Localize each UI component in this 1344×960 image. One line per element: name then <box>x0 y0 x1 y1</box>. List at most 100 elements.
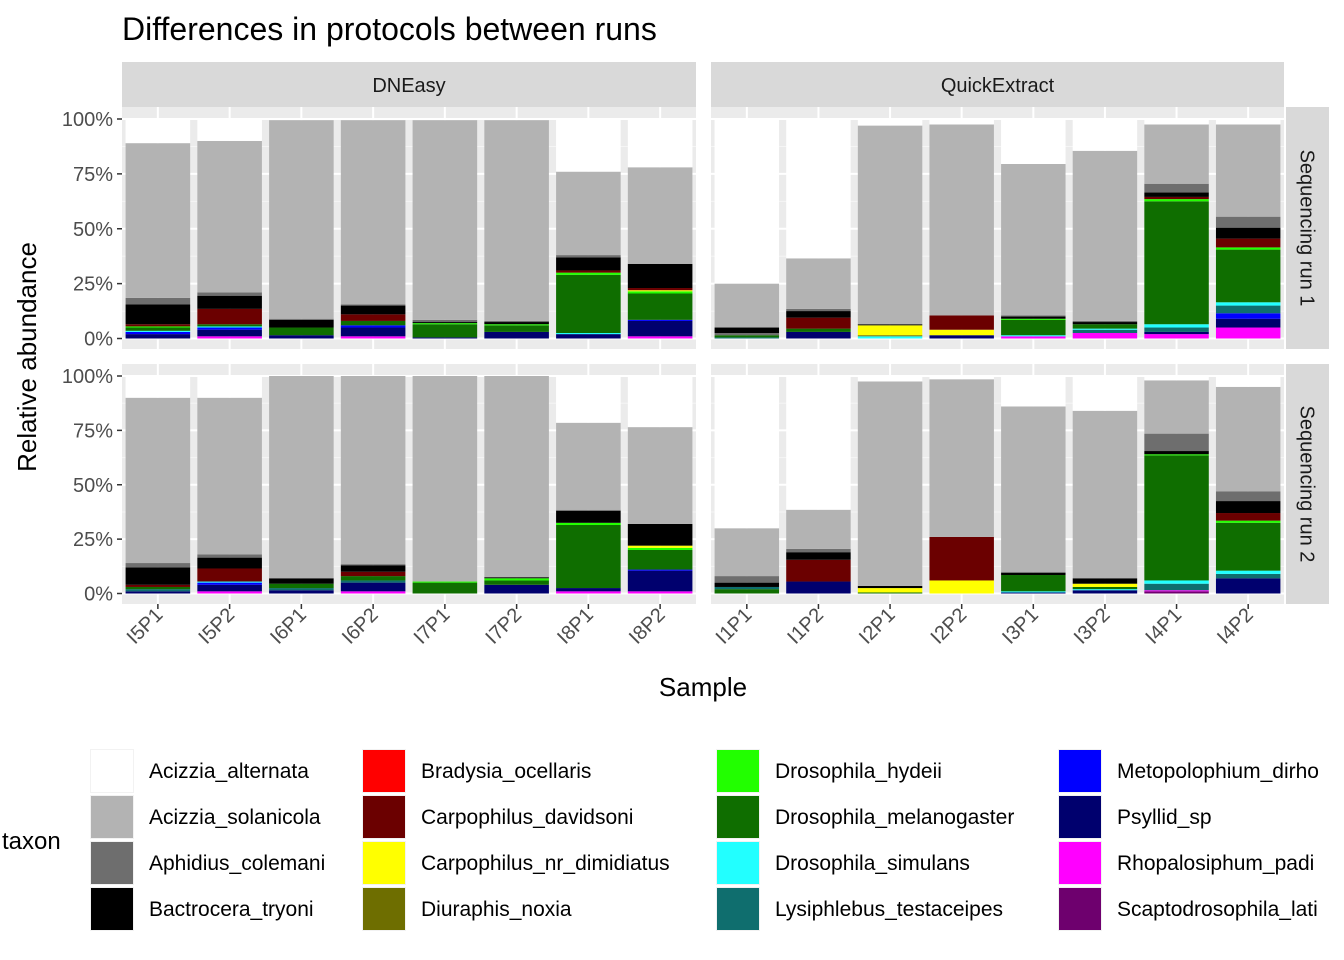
bar-segment-drosophila-simulans <box>197 326 262 328</box>
panel-dneasy-sequencing-run-1: 0% 25% 50% 75% 100% <box>62 107 696 351</box>
bar-segment-drosophila-melanogaster <box>714 589 780 594</box>
bar-segment-drosophila-simulans <box>1215 302 1281 306</box>
bar-segment-carpophilus-nr-dimidiatus <box>929 329 994 336</box>
legend-label: Drosophila_simulans <box>775 852 970 875</box>
y-tick-label: 100% <box>62 366 113 388</box>
bar-segment-drosophila-hydeii <box>556 272 621 275</box>
bar-segment-bactrocera-tryoni <box>1144 451 1209 455</box>
bar-segment-aphidius-colemani <box>1144 433 1209 452</box>
bar-segment-drosophila-melanogaster <box>857 592 923 594</box>
facet-strip-quickextract <box>711 62 1284 107</box>
legend-item-bactrocera-tryoni: Bactrocera_tryoni <box>90 887 314 931</box>
bar-segment-rhopalosiphum-padi <box>1072 333 1138 339</box>
facet-panels: DNEasy QuickExtract Sequencing run 1 Sequen… <box>62 62 1329 649</box>
x-tick-label: I4P1 <box>1141 604 1186 649</box>
bar-segment-acizzia-solanicola <box>1001 406 1066 572</box>
bar-segment-acizzia-alternata <box>125 119 191 144</box>
legend-item-rhopalosiphum-padi: Rhopalosiphum_padi <box>1058 841 1314 885</box>
legend-item-carpophilus-nr-dimidiatus: Carpophilus_nr_dimidiatus <box>362 841 670 885</box>
bar-segment-acizzia-alternata <box>1072 119 1138 151</box>
facet-strip-label: DNEasy <box>372 75 445 97</box>
bar-segment-acizzia-solanicola <box>340 120 406 305</box>
bar-segment-acizzia-alternata <box>340 119 406 121</box>
bar-segment-acizzia-alternata <box>484 119 549 121</box>
bar-i1p1 <box>714 376 780 594</box>
legend-swatch <box>363 842 405 884</box>
bar-segment-lysiphlebus-testaceipes <box>1144 327 1209 332</box>
bar-segment-rhopalosiphum-padi <box>197 591 262 594</box>
bar-segment-acizzia-solanicola <box>197 397 262 555</box>
legend-label: Metopolophium_dirho <box>1117 760 1319 783</box>
bar-segment-drosophila-melanogaster <box>340 576 406 581</box>
legend-label: Diuraphis_noxia <box>421 898 572 921</box>
bar-i3p2 <box>1072 119 1138 339</box>
bar-segment-carpophilus-davidsoni <box>627 288 693 291</box>
bar-i1p2 <box>786 119 851 339</box>
bar-segment-aphidius-colemani <box>556 255 621 258</box>
bar-segment-psyllid-sp <box>1215 318 1281 328</box>
bar-segment-carpophilus-davidsoni <box>340 314 406 321</box>
legend-label: Lysiphlebus_testaceipes <box>775 898 1003 921</box>
bar-i8p2 <box>627 119 693 339</box>
bar-segment-psyllid-sp <box>786 331 851 339</box>
facet-strip-sequencing-run-2 <box>1286 364 1329 604</box>
bar-segment-psyllid-sp <box>340 327 406 337</box>
bar-segment-psyllid-sp <box>627 570 693 592</box>
bar-segment-bactrocera-tryoni <box>125 304 191 325</box>
bar-segment-drosophila-melanogaster <box>556 524 621 589</box>
bar-segment-metopolophium-dirho <box>197 327 262 330</box>
bar-segment-carpophilus-davidsoni <box>929 315 994 330</box>
bar-segment-carpophilus-nr-dimidiatus <box>857 325 923 336</box>
facet-strip-label: Sequencing run 1 <box>1296 150 1318 307</box>
bar-segment-drosophila-melanogaster <box>269 327 334 336</box>
bar-segment-drosophila-hydeii <box>1001 318 1066 320</box>
bar-segment-metopolophium-dirho <box>125 331 191 335</box>
bar-segment-psyllid-sp <box>1001 592 1066 594</box>
bar-i6p2 <box>340 376 406 594</box>
bar-i2p1 <box>857 119 923 339</box>
legend-label: Aphidius_colemani <box>149 852 325 875</box>
bar-segment-metopolophium-dirho <box>627 319 693 321</box>
bar-segment-metopolophium-dirho <box>197 582 262 585</box>
legend-item-acizzia-alternata: Acizzia_alternata <box>90 749 309 793</box>
bar-segment-drosophila-simulans <box>556 333 621 335</box>
legend-item-carpophilus-davidsoni: Carpophilus_davidsoni <box>362 795 633 839</box>
bar-segment-rhopalosiphum-padi <box>1215 327 1281 339</box>
legend-label: Acizzia_alternata <box>149 760 309 783</box>
bar-segment-bactrocera-tryoni <box>484 577 549 579</box>
bar-segment-bactrocera-tryoni <box>556 257 621 271</box>
bar-segment-acizzia-solanicola <box>484 376 549 578</box>
x-tick-label: I8P1 <box>553 604 598 649</box>
bar-i7p2 <box>484 376 549 594</box>
bar-segment-bactrocera-tryoni <box>1001 316 1066 319</box>
legend-swatch <box>91 750 133 792</box>
bar-segment-lysiphlebus-testaceipes <box>125 589 191 592</box>
bar-segment-aphidius-colemani <box>197 554 262 558</box>
bar-segment-diuraphis-noxia <box>857 335 923 337</box>
legend-item-bradysia-ocellaris: Bradysia_ocellaris <box>362 749 591 793</box>
bar-i1p2 <box>786 376 851 594</box>
bar-segment-carpophilus-davidsoni <box>197 568 262 582</box>
bar-segment-bactrocera-tryoni <box>1001 572 1066 576</box>
bar-segment-aphidius-colemani <box>269 318 334 320</box>
bar-segment-bactrocera-tryoni <box>269 319 334 328</box>
facet-strip-sequencing-run-1 <box>1286 107 1329 349</box>
bar-segment-bactrocera-tryoni <box>1215 501 1281 514</box>
bar-segment-acizzia-alternata <box>857 119 923 126</box>
bar-i4p1 <box>1144 376 1209 594</box>
facet-strip-label: Sequencing run 2 <box>1296 406 1318 563</box>
bar-segment-bactrocera-tryoni <box>1072 322 1138 325</box>
y-tick-label: 50% <box>73 219 113 241</box>
bar-i4p2 <box>1215 376 1281 594</box>
x-tick-label: I2P1 <box>855 604 900 649</box>
legend-swatch <box>91 842 133 884</box>
bar-segment-acizzia-solanicola <box>125 143 191 298</box>
legend-item-metopolophium-dirho: Metopolophium_dirho <box>1058 749 1319 793</box>
panel-quickextract-sequencing-run-2: I1P1 I1P2 I2P1 I2P2 I3P1 I3P2 I4P1 I4P2 <box>711 364 1284 649</box>
bar-segment-psyllid-sp <box>556 588 621 592</box>
bar-segment-rhopalosiphum-padi <box>627 591 693 594</box>
bar-segment-drosophila-melanogaster <box>1215 522 1281 571</box>
bar-segment-aphidius-colemani <box>340 564 406 566</box>
bar-segment-bactrocera-tryoni <box>627 523 693 546</box>
bar-segment-acizzia-solanicola <box>929 379 994 537</box>
